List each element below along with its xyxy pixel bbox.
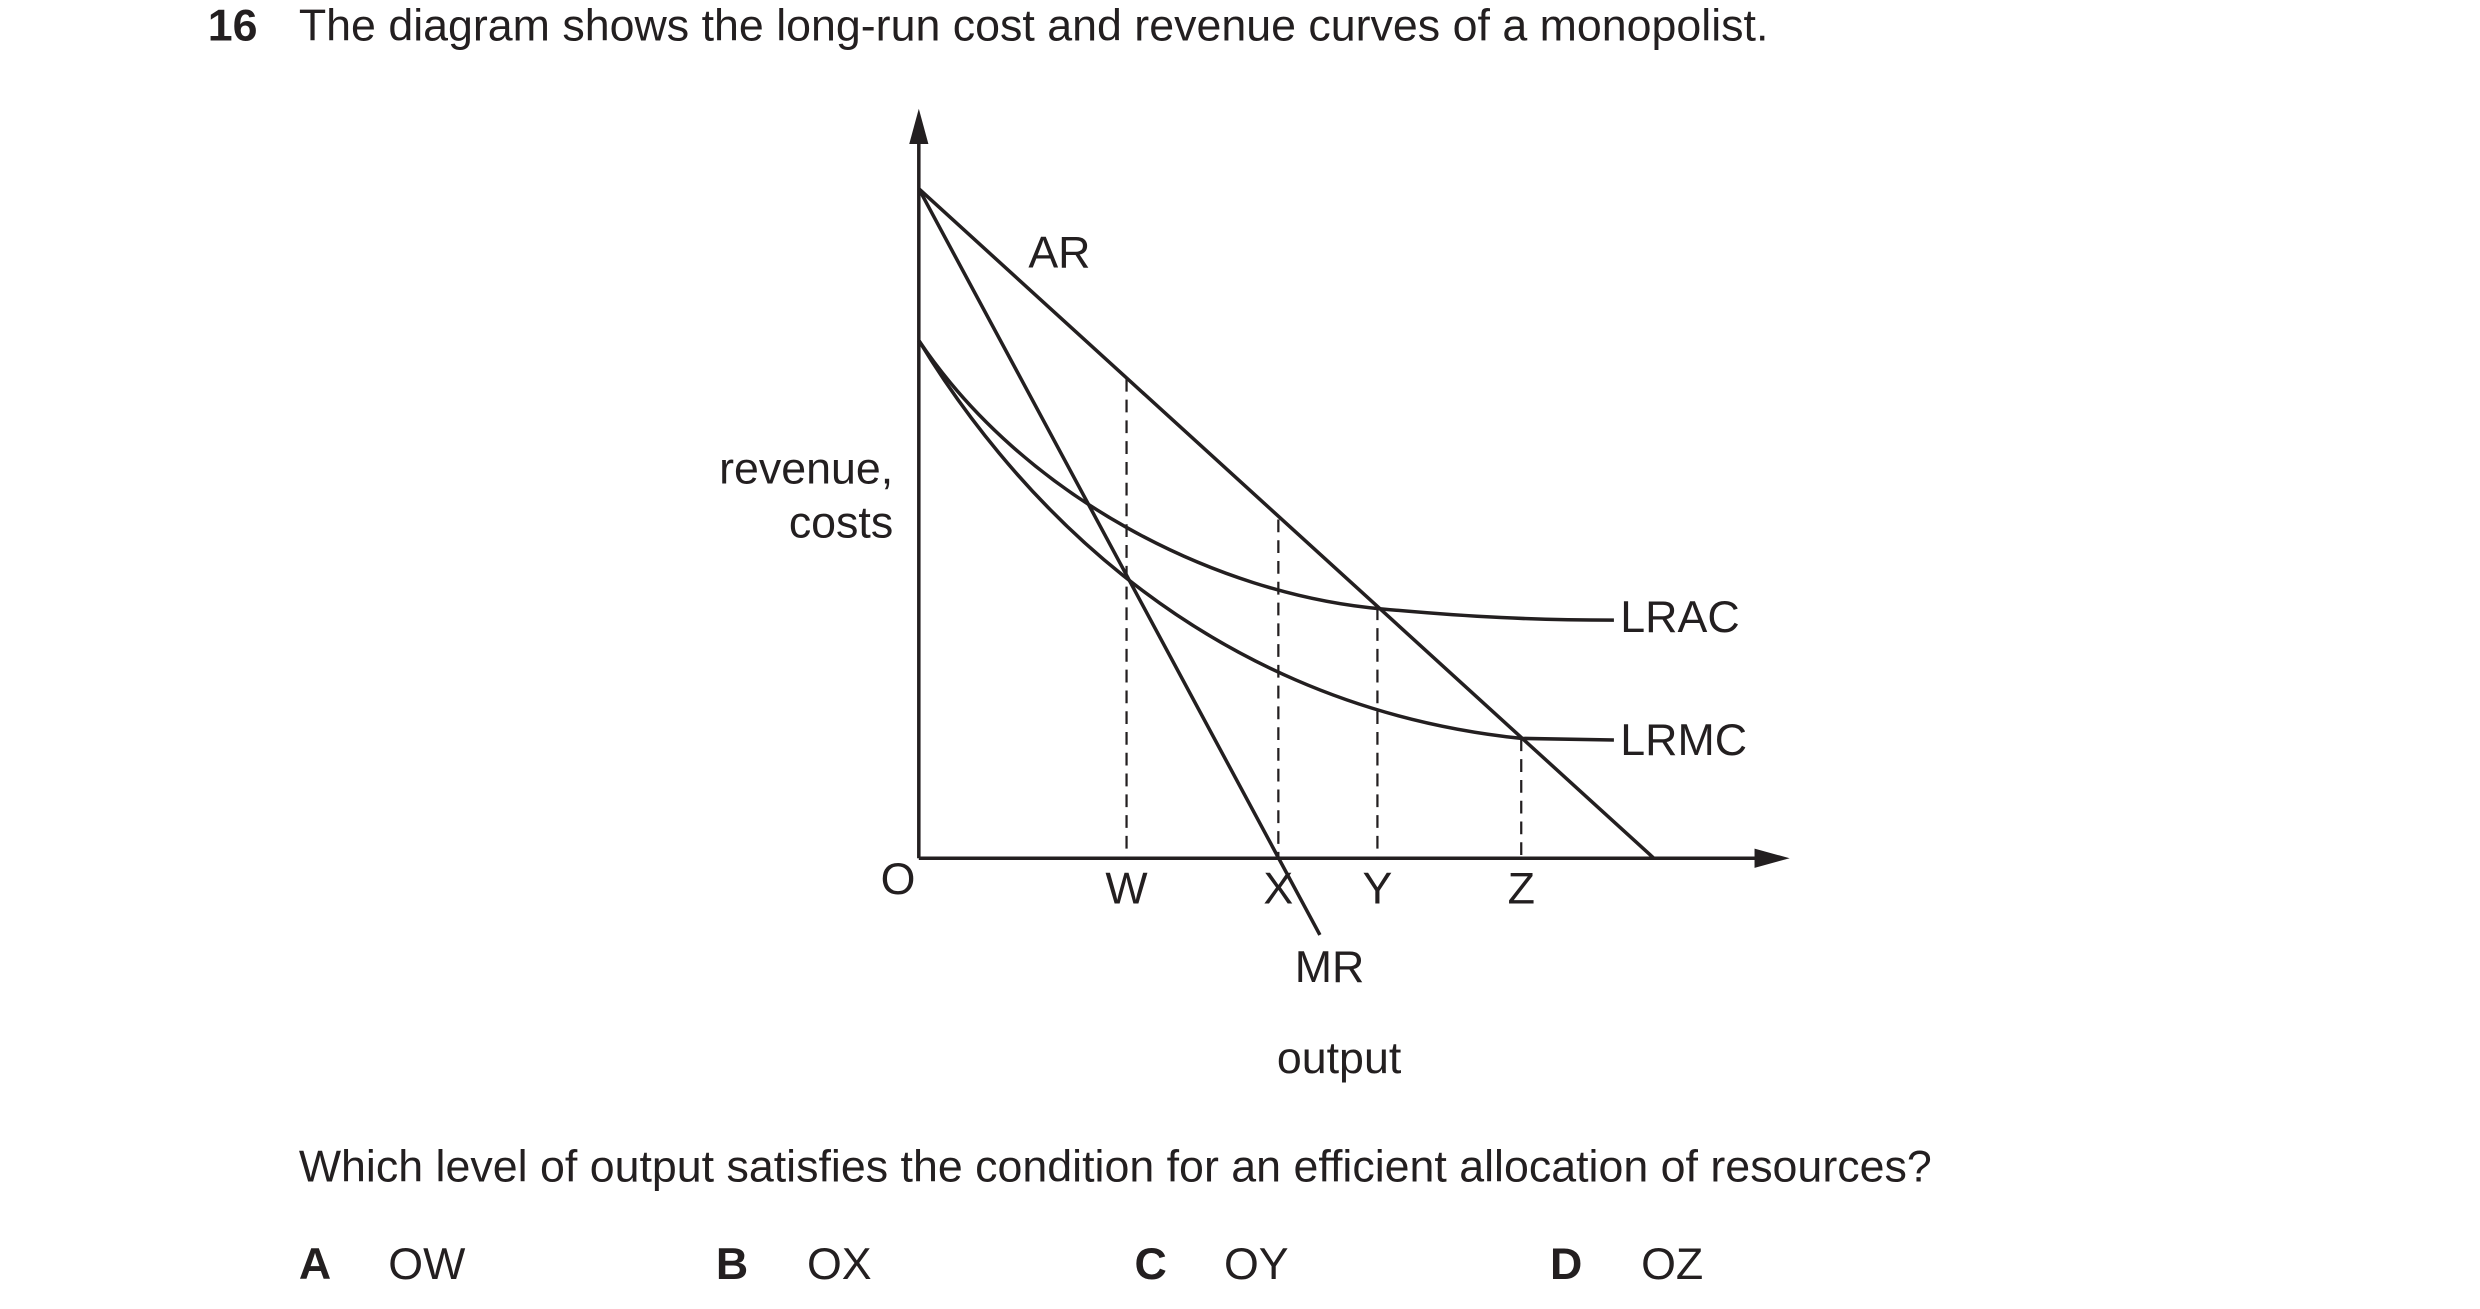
ar-label: AR — [1028, 228, 1090, 278]
mr-label: MR — [1295, 942, 1365, 992]
lrmc-label: LRMC — [1620, 715, 1747, 765]
lrmc-curve — [917, 339, 1614, 742]
lrac-curve — [917, 339, 1614, 622]
option-text: OW — [388, 1239, 466, 1289]
option-letter: A — [299, 1239, 331, 1289]
y-axis-label: costs — [789, 498, 893, 548]
option-letter: B — [716, 1239, 748, 1289]
option-letter: D — [1550, 1239, 1582, 1289]
lrac-label: LRAC — [1620, 592, 1739, 642]
y-axis-label: revenue, — [719, 443, 893, 493]
mr-curve — [917, 187, 1322, 936]
question-number: 16 — [208, 1, 258, 51]
origin-label: O — [881, 854, 916, 904]
prompt: Which level of output satisfies the cond… — [299, 1142, 1932, 1192]
x-axis-arrow — [1754, 848, 1790, 868]
options: A OW B OX C OY D OZ — [299, 1239, 1703, 1289]
option-text: OX — [807, 1239, 872, 1289]
option-text: OZ — [1641, 1239, 1703, 1289]
question-text: The diagram shows the long-run cost and … — [299, 1, 1769, 51]
x-axis-label: output — [1277, 1033, 1402, 1083]
diagram: AR MR LRAC LRMC revenue, costs output O … — [719, 108, 1790, 1083]
option-text: OY — [1224, 1239, 1289, 1289]
point-label: Y — [1363, 864, 1393, 914]
y-axis-arrow — [909, 108, 929, 144]
option-letter: C — [1135, 1239, 1167, 1289]
point-label: X — [1263, 864, 1293, 914]
point-label: Z — [1508, 864, 1535, 914]
point-label: W — [1105, 864, 1148, 914]
ar-curve — [917, 187, 1656, 860]
